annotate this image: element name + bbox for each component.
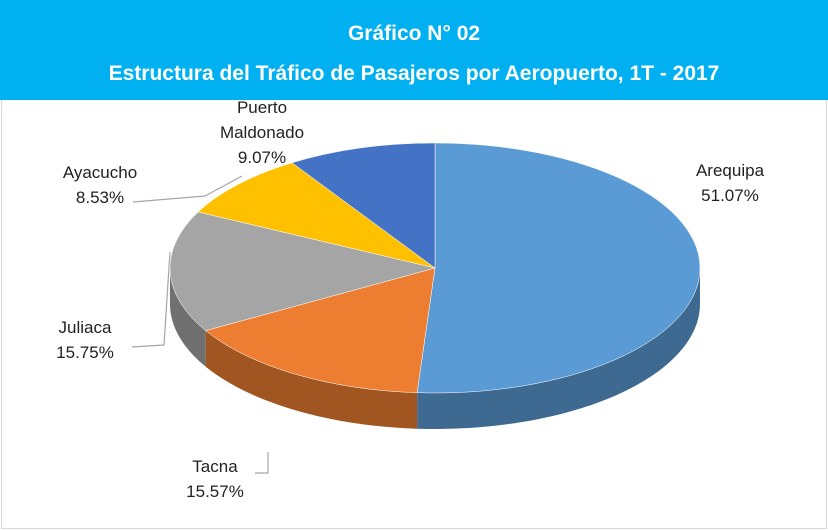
data-label: Ayacucho 8.53%	[63, 160, 137, 210]
slice-side	[417, 268, 700, 429]
slice	[291, 142, 436, 269]
header: Gráfico N° 02 Estructura del Tráfico de …	[0, 0, 828, 100]
slice	[205, 267, 436, 393]
chart-title: Gráfico N° 02	[347, 22, 481, 45]
slice	[169, 211, 436, 331]
category-label: Arequipa	[695, 161, 765, 180]
data-label: Tacna 15.57%	[186, 454, 244, 504]
category-label: Juliaca	[58, 318, 112, 337]
data-label: Puerto Maldonado 9.07%	[207, 95, 317, 170]
value-label: 15.75%	[56, 343, 114, 362]
leader-line	[132, 175, 243, 203]
slice-side	[205, 330, 418, 429]
category-label: Ayacucho	[62, 163, 138, 182]
value-label: 51.07%	[701, 186, 759, 205]
chart-frame	[1, 100, 827, 529]
data-label: Arequipa 51.07%	[696, 158, 764, 208]
value-label: 9.07%	[237, 148, 287, 167]
leader-line	[255, 452, 269, 474]
slice	[197, 162, 436, 269]
category-label: Puerto Maldonado	[219, 98, 305, 142]
slice	[416, 142, 701, 394]
slice-side	[170, 268, 206, 367]
leader-line	[131, 251, 171, 348]
data-label: Juliaca 15.75%	[56, 315, 114, 365]
value-label: 15.57%	[186, 482, 244, 501]
category-label: Tacna	[192, 457, 238, 476]
chart-subtitle: Estructura del Tráfico de Pasajeros por …	[108, 62, 720, 85]
value-label: 8.53%	[75, 188, 125, 207]
